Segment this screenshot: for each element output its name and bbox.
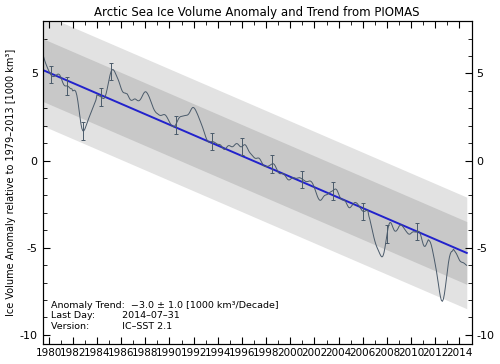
Y-axis label: Ice Volume Anomaly relative to 1979–2013 [1000 km³]: Ice Volume Anomaly relative to 1979–2013… xyxy=(6,49,16,316)
Title: Arctic Sea Ice Volume Anomaly and Trend from PIOMAS: Arctic Sea Ice Volume Anomaly and Trend … xyxy=(94,5,420,19)
Text: Anomaly Trend:  −3.0 ± 1.0 [1000 km³/Decade]
Last Day:         2014–07–31
Versio: Anomaly Trend: −3.0 ± 1.0 [1000 km³/Deca… xyxy=(51,301,279,331)
